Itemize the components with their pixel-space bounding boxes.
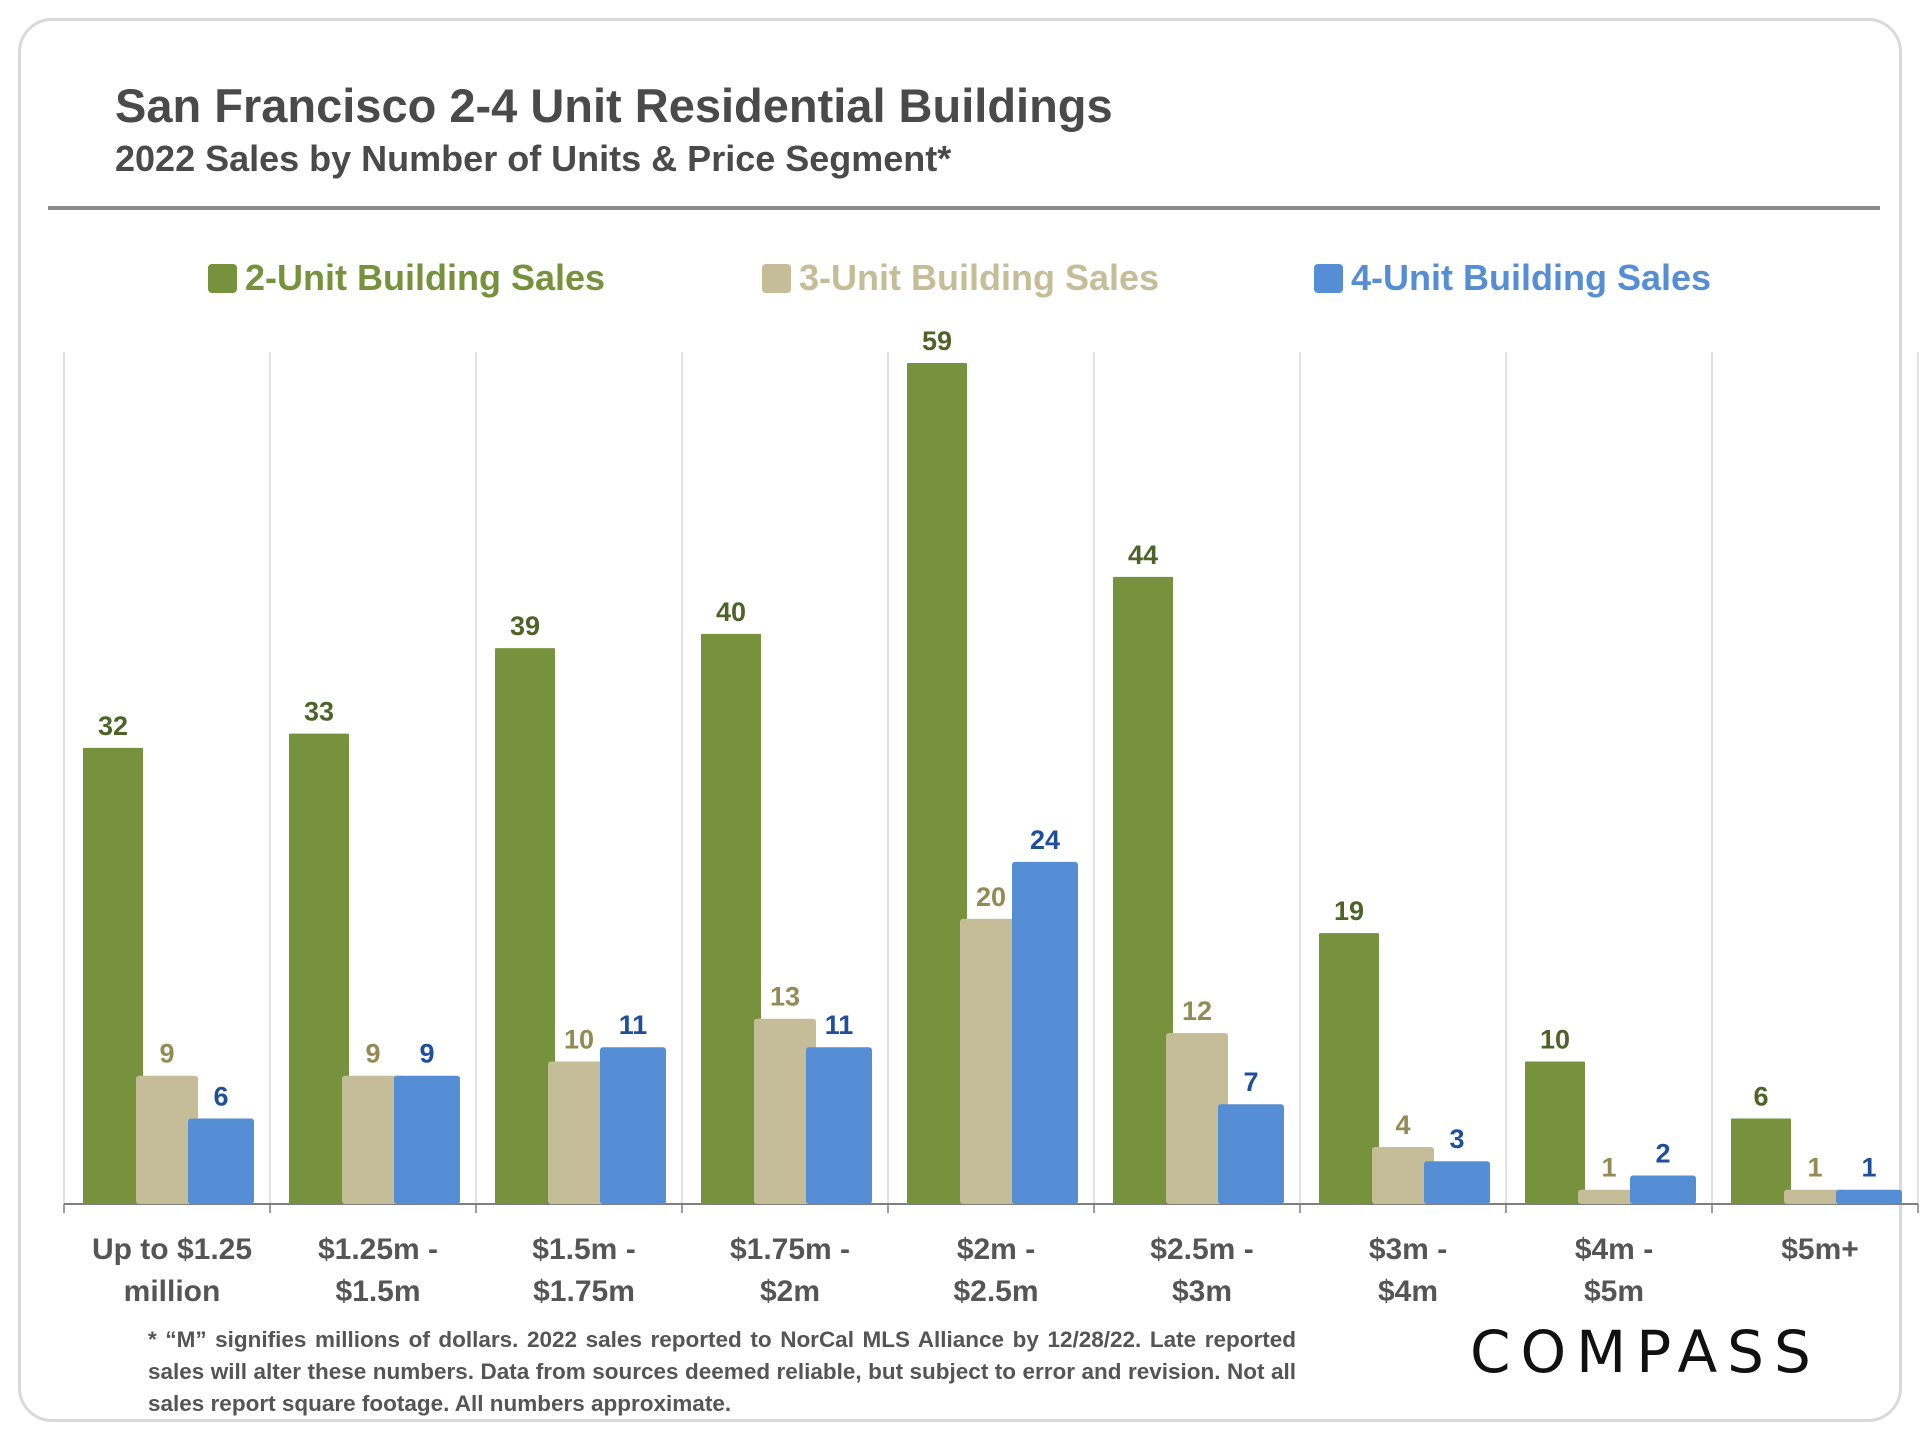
- bar-two-unit: [701, 633, 761, 1204]
- data-label-two-unit: 10: [1540, 1024, 1570, 1054]
- data-label-three-unit: 13: [770, 982, 800, 1012]
- data-label-four-unit: 6: [213, 1081, 228, 1111]
- data-label-two-unit: 19: [1334, 896, 1364, 926]
- legend-label-2-unit: 2-Unit Building Sales: [245, 257, 606, 298]
- bar-two-unit: [289, 733, 349, 1204]
- data-label-four-unit: 7: [1243, 1067, 1258, 1097]
- bar-three-unit: [1784, 1189, 1846, 1204]
- bar-three-unit: [1372, 1146, 1434, 1204]
- chart-title: San Francisco 2-4 Unit Residential Build…: [115, 79, 1113, 132]
- x-tick-label: $2m -: [957, 1233, 1035, 1266]
- bar-two-unit: [1113, 576, 1173, 1204]
- compass-logo: COMPASS: [1470, 1318, 1821, 1386]
- x-tick-label: $5m+: [1781, 1233, 1859, 1266]
- x-tick-label: Up to $1.25: [92, 1233, 252, 1266]
- bar-two-unit: [1319, 933, 1379, 1204]
- data-label-three-unit: 4: [1395, 1110, 1410, 1140]
- bar-four-unit: [394, 1075, 460, 1204]
- bar-three-unit: [1578, 1189, 1640, 1204]
- bar-four-unit: [1218, 1104, 1284, 1204]
- data-label-three-unit: 1: [1807, 1153, 1822, 1183]
- data-label-four-unit: 2: [1655, 1138, 1670, 1168]
- bar-three-unit: [548, 1061, 610, 1204]
- data-label-four-unit: 3: [1449, 1124, 1464, 1154]
- x-tick-label: $2.5m: [953, 1275, 1038, 1308]
- bar-three-unit: [754, 1018, 816, 1204]
- bar-four-unit: [600, 1047, 666, 1204]
- title-divider: [48, 206, 1880, 210]
- data-label-three-unit: 20: [976, 882, 1006, 912]
- bar-four-unit: [1012, 861, 1078, 1204]
- x-tick-label: $3m -: [1369, 1233, 1447, 1266]
- bar-three-unit: [136, 1075, 198, 1204]
- x-tick-label: $1.25m -: [318, 1233, 438, 1266]
- data-label-two-unit: 40: [716, 597, 746, 627]
- data-label-three-unit: 10: [564, 1024, 594, 1054]
- data-label-three-unit: 12: [1182, 996, 1212, 1026]
- bar-four-unit: [188, 1118, 254, 1204]
- data-label-two-unit: 32: [98, 711, 128, 741]
- data-label-two-unit: 6: [1753, 1081, 1768, 1111]
- bar-three-unit: [342, 1075, 404, 1204]
- bar-two-unit: [495, 648, 555, 1204]
- bar-two-unit: [1525, 1061, 1585, 1204]
- data-label-three-unit: 1: [1601, 1153, 1616, 1183]
- x-tick-label: million: [124, 1275, 221, 1308]
- chart-subtitle: 2022 Sales by Number of Units & Price Se…: [115, 138, 952, 179]
- x-tick-label: $4m -: [1575, 1233, 1653, 1266]
- x-tick-label: $2m: [760, 1275, 820, 1308]
- bar-four-unit: [1424, 1161, 1490, 1204]
- data-label-four-unit: 11: [619, 1010, 648, 1040]
- data-label-four-unit: 1: [1861, 1153, 1876, 1183]
- legend-label-3-unit: 3-Unit Building Sales: [799, 257, 1160, 298]
- bar-four-unit: [1836, 1189, 1902, 1204]
- data-label-four-unit: 11: [825, 1010, 854, 1040]
- x-tick-label: $1.5m: [335, 1275, 420, 1308]
- data-label-three-unit: 9: [365, 1039, 380, 1069]
- bar-four-unit: [806, 1047, 872, 1204]
- x-tick-label: $4m: [1378, 1275, 1438, 1308]
- bar-two-unit: [83, 747, 143, 1204]
- bar-two-unit: [907, 363, 967, 1204]
- legend-swatch-4-unit: [1314, 263, 1343, 293]
- x-tick-label: $1.75m -: [730, 1233, 850, 1266]
- footnote: * “M” signifies millions of dollars. 202…: [148, 1327, 1296, 1416]
- data-label-two-unit: 33: [304, 697, 334, 727]
- data-label-three-unit: 9: [159, 1039, 174, 1069]
- x-tick-label: $5m: [1584, 1275, 1644, 1308]
- legend-item-3-unit: 3-Unit Building Sales: [762, 257, 1160, 298]
- legend-label-4-unit: 4-Unit Building Sales: [1351, 257, 1712, 298]
- legend-swatch-2-unit: [208, 263, 237, 293]
- data-label-two-unit: 59: [922, 326, 952, 356]
- x-tick-label: $1.75m: [533, 1275, 635, 1308]
- bar-four-unit: [1630, 1175, 1696, 1204]
- data-label-four-unit: 9: [419, 1039, 434, 1069]
- x-tick-label: $3m: [1172, 1275, 1232, 1308]
- x-tick-label: $2.5m -: [1150, 1233, 1253, 1266]
- x-tick-label: $1.5m -: [532, 1233, 635, 1266]
- bar-three-unit: [960, 918, 1022, 1204]
- legend-item-2-unit: 2-Unit Building Sales: [208, 257, 606, 298]
- data-label-two-unit: 39: [510, 611, 540, 641]
- bar-three-unit: [1166, 1032, 1228, 1204]
- legend-item-4-unit: 4-Unit Building Sales: [1314, 257, 1712, 298]
- bar-two-unit: [1731, 1118, 1791, 1204]
- legend-swatch-3-unit: [762, 263, 791, 293]
- data-label-two-unit: 44: [1128, 540, 1158, 570]
- data-label-four-unit: 24: [1030, 825, 1060, 855]
